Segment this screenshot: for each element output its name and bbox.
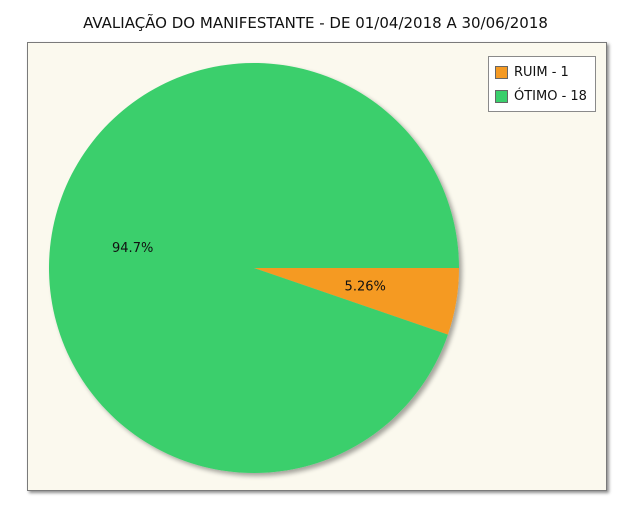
legend-swatch-ruim (495, 65, 508, 79)
legend-label-otimo: ÓTIMO - 18 (514, 88, 587, 104)
chart-title: AVALIAÇÃO DO MANIFESTANTE - DE 01/04/201… (83, 14, 548, 32)
slice-percent-label-otimo: 94.7% (112, 241, 153, 256)
legend-item-ruim: RUIM - 1 (495, 60, 589, 84)
chart-legend: RUIM - 1 ÓTIMO - 18 (488, 56, 596, 112)
slice-percent-label-ruim: 5.26% (345, 280, 386, 295)
pie-slice-ruim (254, 268, 459, 335)
legend-label-ruim: RUIM - 1 (514, 64, 569, 80)
legend-swatch-otimo (495, 89, 508, 103)
pie-slice-otimo (49, 62, 460, 474)
legend-item-otimo: ÓTIMO - 18 (495, 84, 589, 108)
